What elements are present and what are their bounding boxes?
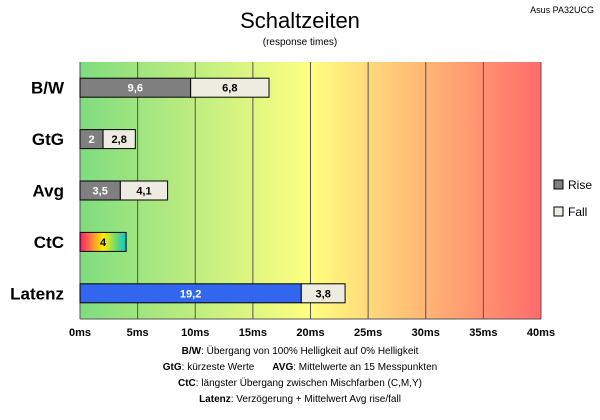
footnote-bw: B/W: Übergang von 100% Helligkeit auf 0%…: [182, 345, 419, 357]
footnote-ctc: CtC: längster Übergang zwischen Mischfar…: [178, 377, 422, 389]
bar-fall-avg: [119, 180, 169, 201]
bar-fall-gtg: [102, 129, 136, 150]
bar-label-rise-ctc: 4: [100, 237, 107, 249]
bar-rise-ctc: [79, 231, 127, 252]
x-tick-label: 30ms: [412, 327, 440, 339]
x-tick-labels: 0ms 5ms 10ms 15ms 20ms 25ms 30ms 35ms 40ms: [69, 327, 555, 339]
bar-fall-latenz: [300, 283, 346, 304]
x-tick-label: 40ms: [527, 327, 555, 339]
category-labels: B/W GtG Avg CtC Latenz: [10, 79, 65, 304]
bar-label-rise-gtg: 2: [88, 134, 94, 146]
x-tick-label: 5ms: [127, 327, 149, 339]
footnote-gtg-avg: GtG: kürzeste Werte AVG: Mittelwerte an 1…: [163, 362, 437, 373]
bar-label-rise-avg: 3,5: [93, 186, 108, 198]
legend-swatch-rise: [553, 179, 564, 190]
bar-fall-b-w: [190, 77, 270, 98]
category-label-avg: Avg: [33, 182, 65, 201]
bar-label-fall-latenz: 3,8: [316, 288, 331, 300]
model-label: Asus PA32UCG: [530, 5, 594, 15]
footnotes: B/W: Übergang von 100% Helligkeit auf 0%…: [163, 345, 437, 405]
x-tick-label: 10ms: [181, 327, 209, 339]
x-tick-label: 20ms: [296, 327, 324, 339]
category-label-latenz: Latenz: [10, 284, 64, 303]
x-tick-label: 25ms: [354, 327, 382, 339]
legend-swatch-fall: [553, 206, 564, 217]
legend-label-fall: Fall: [568, 205, 587, 219]
footnote-latency: Latenz: Verzögerung + Mittelwert Avg ris…: [199, 394, 401, 405]
bar-label-fall-b-w: 6,8: [222, 83, 237, 95]
x-tick-label: 35ms: [469, 327, 497, 339]
x-tick-label: 15ms: [239, 327, 267, 339]
category-label-ctc: CtC: [34, 233, 64, 252]
category-label-gtg: GtG: [32, 130, 64, 149]
bar-label-rise-b-w: 9,6: [128, 83, 143, 95]
bar-label-rise-latenz: 19,2: [180, 288, 201, 300]
bars-group: 9,6 6,8 2 2,8 3,5 4,1 4 19,2 3,8: [79, 77, 346, 304]
chart-title: Schaltzeiten: [240, 8, 360, 33]
legend: Rise Fall: [553, 178, 592, 219]
x-tick-label: 0ms: [69, 327, 91, 339]
legend-label-rise: Rise: [568, 178, 592, 192]
category-label-b-w: B/W: [31, 79, 65, 98]
bar-label-fall-avg: 4,1: [136, 186, 151, 198]
bar-label-fall-gtg: 2,8: [112, 134, 127, 146]
chart-subtitle: (response times): [263, 37, 337, 48]
